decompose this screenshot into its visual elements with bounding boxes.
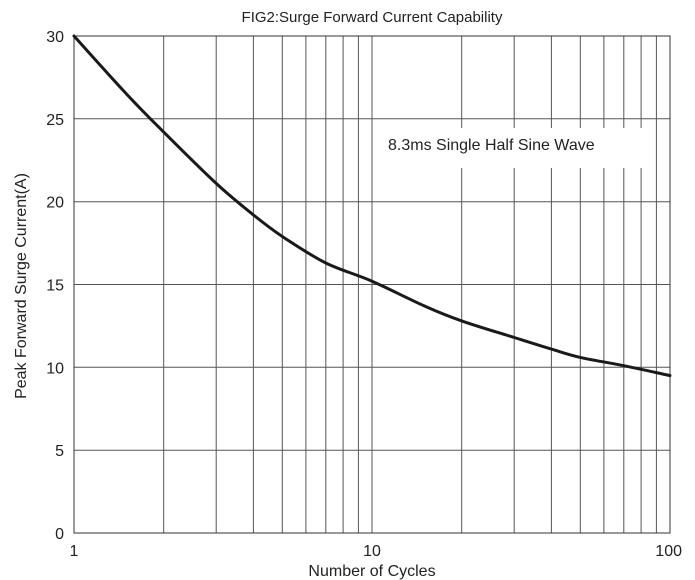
x-tick-label: 100	[655, 543, 682, 560]
x-tick-labels: 1 10 100	[70, 543, 683, 560]
y-tick-label: 30	[46, 29, 64, 46]
grid	[74, 36, 670, 533]
y-tick-label: 10	[46, 360, 64, 377]
chart-title: FIG2:Surge Forward Current Capability	[242, 9, 503, 26]
x-tick-label: 10	[363, 543, 381, 560]
y-tick-label: 25	[46, 112, 64, 129]
y-axis-label: Peak Forward Surge Current(A)	[13, 173, 30, 399]
y-tick-label: 15	[46, 278, 64, 295]
series-line	[72, 34, 672, 378]
annotation-background	[380, 128, 642, 168]
y-tick-labels: 0 5 10 15 20 25 30	[46, 29, 64, 543]
annotation-label: 8.3ms Single Half Sine Wave	[388, 137, 595, 154]
y-tick-label: 5	[55, 443, 64, 460]
y-tick-label: 20	[46, 195, 64, 212]
plot-frame	[73, 35, 671, 534]
x-tick-label: 1	[70, 543, 79, 560]
y-tick-label: 0	[55, 526, 64, 543]
x-axis-label: Number of Cycles	[308, 563, 435, 580]
